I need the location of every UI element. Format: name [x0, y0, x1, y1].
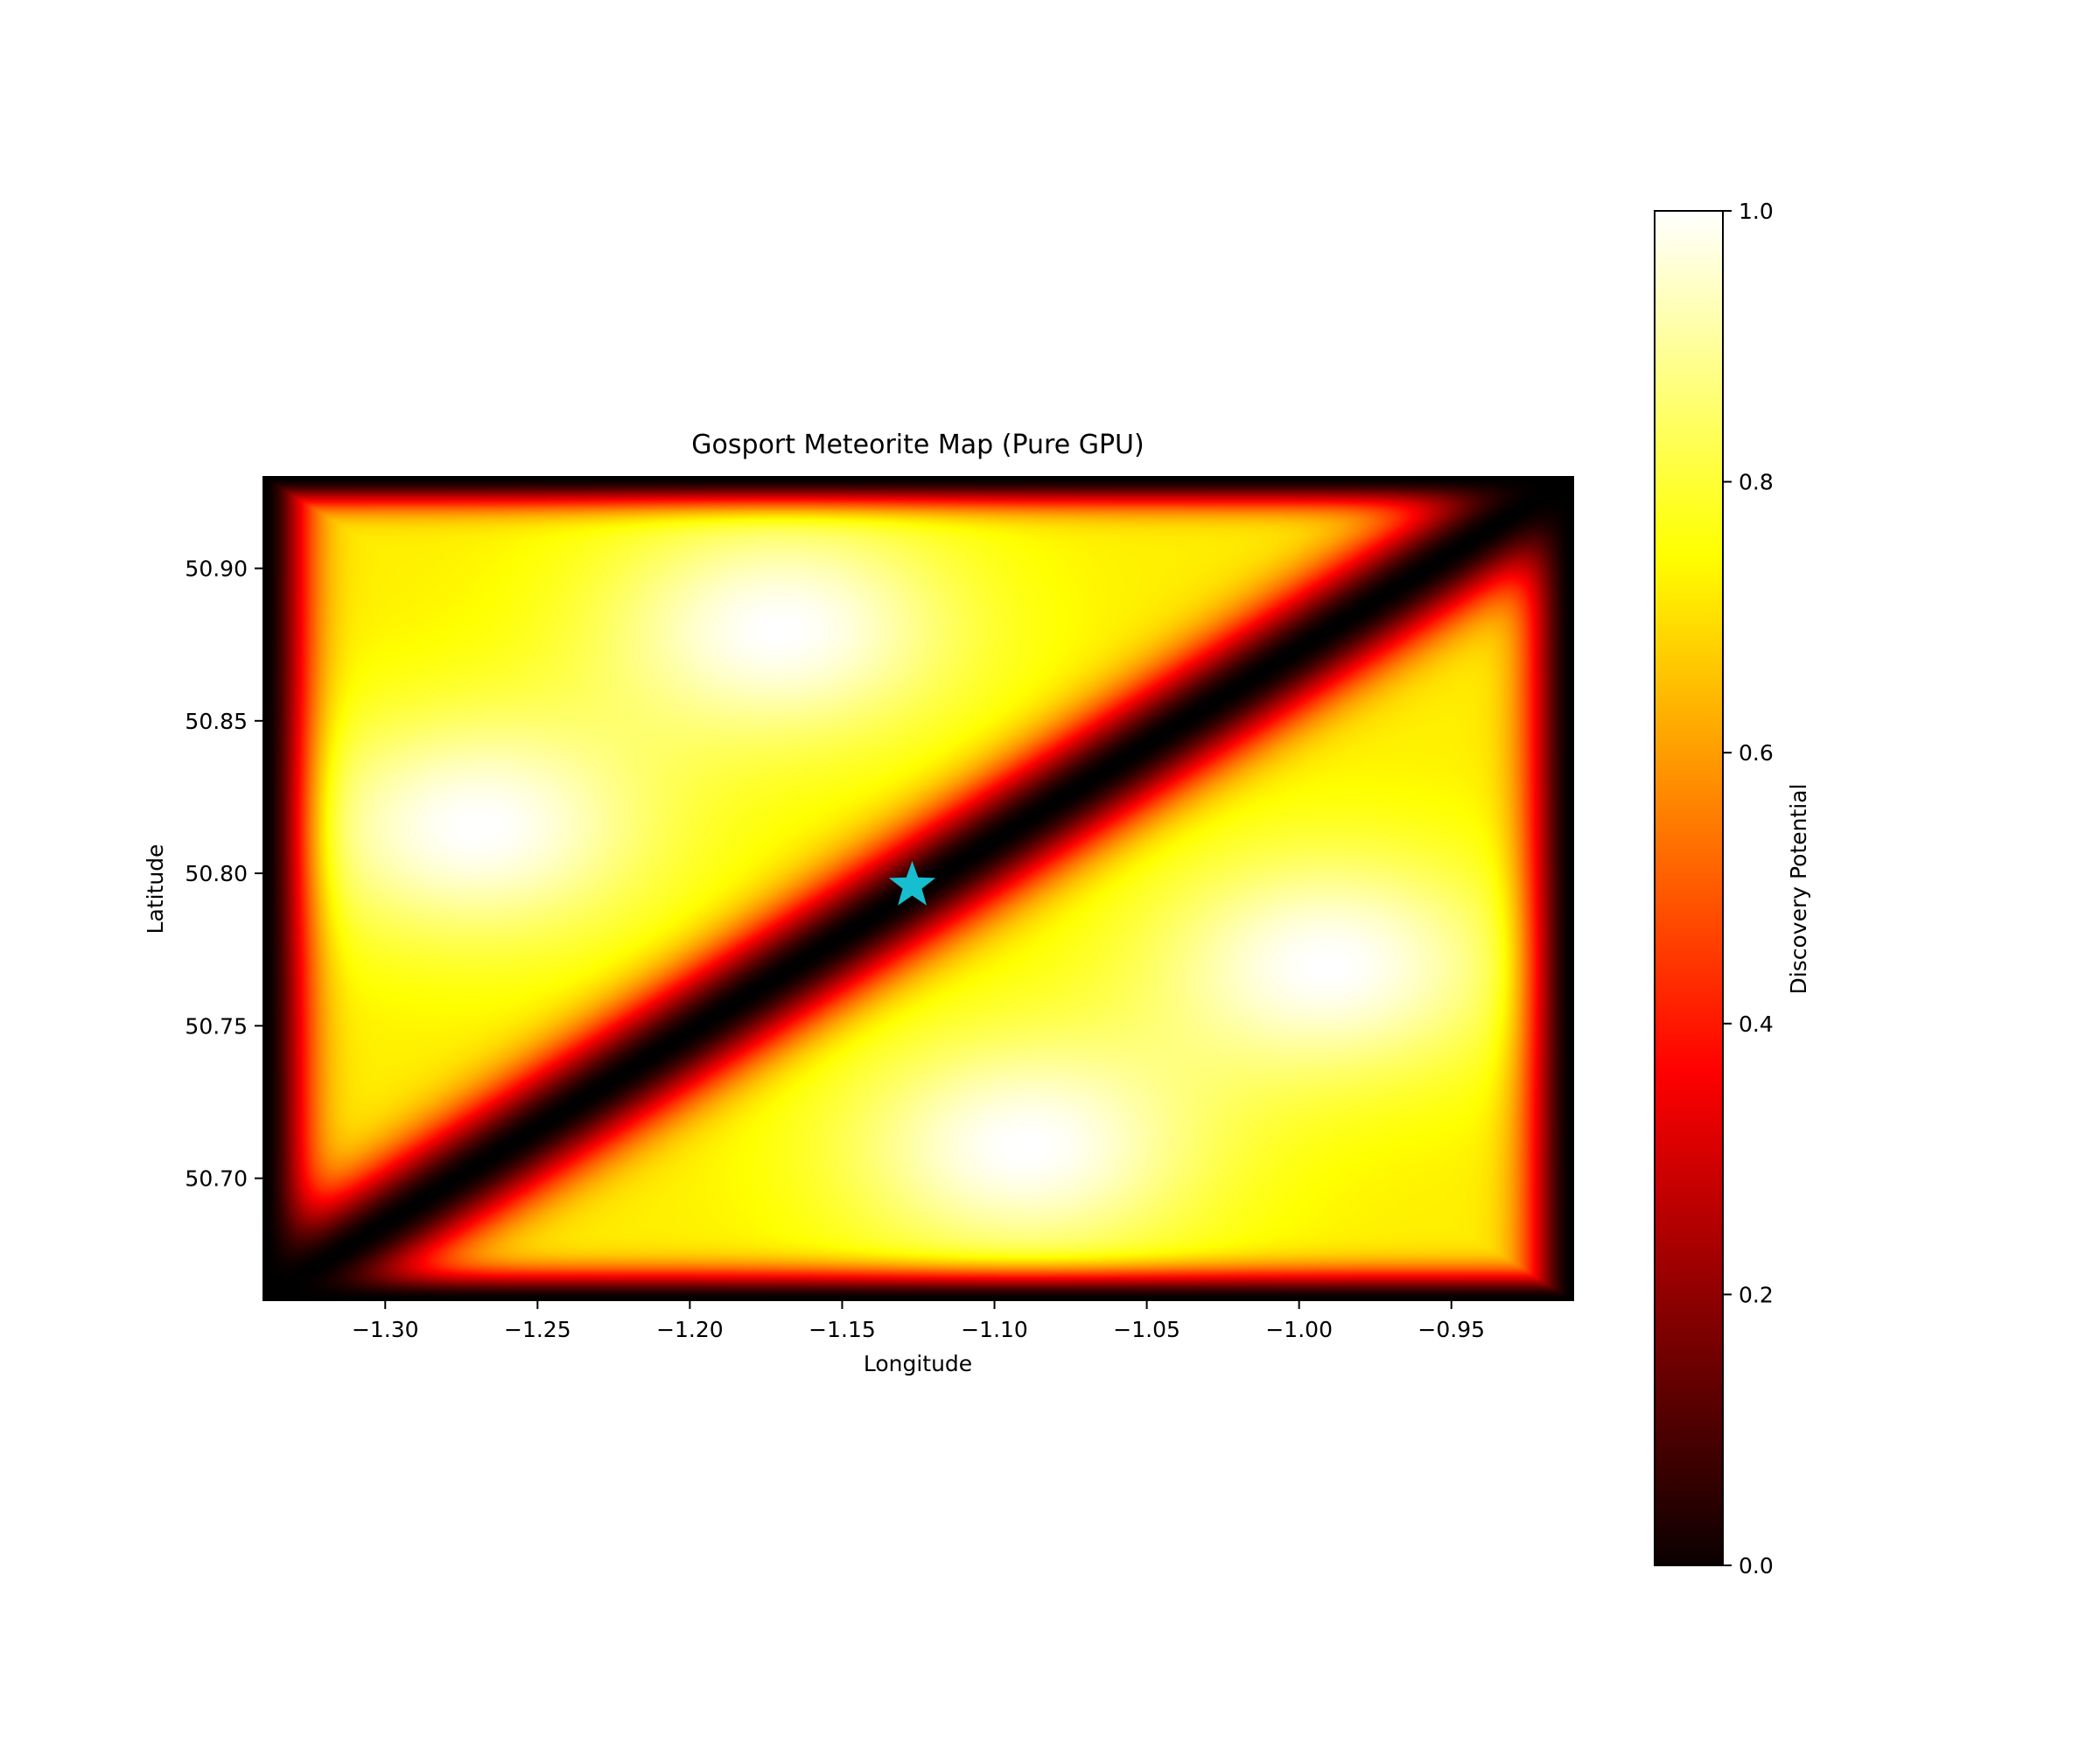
x-tick-label: −1.30: [352, 1317, 419, 1342]
colorbar-frame: [1654, 210, 1724, 1566]
colorbar-tick-label: 0.6: [1739, 740, 1774, 766]
colorbar-label: Discovery Potential: [1786, 784, 1811, 995]
y-tick-label: 50.80: [185, 861, 248, 886]
colorbar-gradient: [1655, 211, 1723, 1565]
x-axis-label: Longitude: [864, 1351, 972, 1376]
x-tick-label: −1.15: [808, 1317, 876, 1342]
plot-area: [262, 476, 1574, 1301]
x-tick-label: −1.00: [1265, 1317, 1333, 1342]
colorbar-tick-label: 0.8: [1739, 470, 1774, 495]
x-tick-label: −1.25: [504, 1317, 571, 1342]
y-tick-label: 50.85: [185, 709, 248, 734]
colorbar-tick-label: 1.0: [1739, 199, 1774, 224]
plot-frame: [262, 476, 1574, 1301]
colorbar-tick-label: 0.2: [1739, 1282, 1774, 1307]
colorbar: 0.0 0.2 0.4 0.6 0.8 1.0 Discovery Potential: [1654, 199, 1811, 1578]
y-tick-label: 50.75: [185, 1013, 248, 1039]
y-axis-label: Latitude: [143, 844, 168, 934]
x-tick-label: −0.95: [1418, 1317, 1485, 1342]
y-axis: 50.70 50.75 50.80 50.85 50.90: [185, 556, 263, 1192]
y-tick-label: 50.70: [185, 1166, 248, 1192]
chart-title: Gosport Meteorite Map (Pure GPU): [691, 430, 1144, 460]
x-tick-label: −1.10: [961, 1317, 1028, 1342]
x-axis: −1.30 −1.25 −1.20 −1.15 −1.10 −1.05 −1.00 −0.95: [352, 1300, 1485, 1342]
colorbar-tick-label: 0.0: [1739, 1553, 1774, 1578]
x-tick-label: −1.05: [1113, 1317, 1180, 1342]
x-tick-label: −1.20: [656, 1317, 724, 1342]
y-tick-label: 50.90: [185, 556, 248, 582]
colorbar-ticks: 0.0 0.2 0.4 0.6 0.8 1.0: [1723, 199, 1774, 1578]
marker-layer: [888, 861, 936, 906]
star-marker: [888, 861, 936, 906]
colorbar-tick-label: 0.4: [1739, 1012, 1774, 1037]
